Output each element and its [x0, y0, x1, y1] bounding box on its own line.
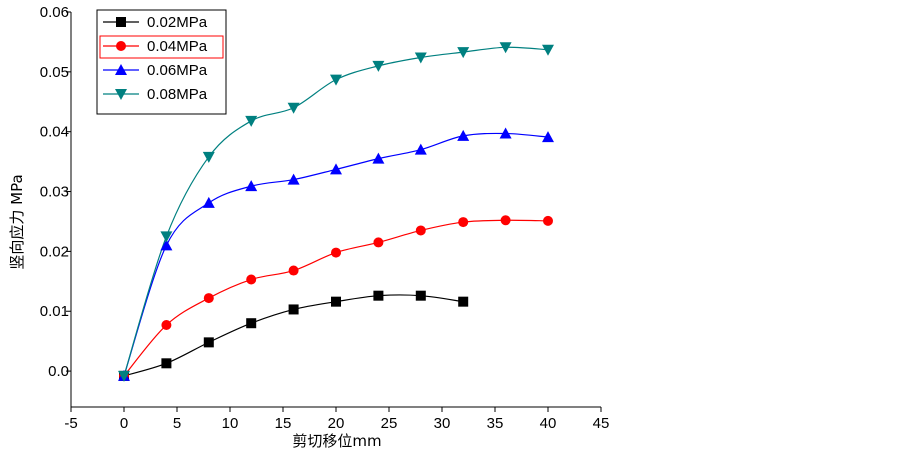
data-point — [373, 290, 384, 301]
legend-label: 0.04MPa — [147, 38, 208, 55]
data-point — [457, 47, 470, 59]
data-point — [543, 215, 553, 226]
y-tick-label: 0.01 — [40, 303, 69, 320]
data-point — [330, 74, 342, 86]
legend-highlight — [99, 35, 224, 59]
data-point — [372, 152, 385, 164]
data-point — [203, 337, 214, 348]
data-point — [330, 163, 342, 175]
data-point — [118, 370, 130, 382]
data-point — [458, 217, 469, 228]
y-tick-label: 0.03 — [40, 184, 69, 201]
data-point — [245, 180, 258, 192]
data-point — [499, 127, 512, 139]
legend-label: 0.02MPa — [147, 14, 208, 31]
data-point — [414, 52, 427, 64]
legend-box — [96, 9, 227, 115]
y-tick-label: 0.02 — [40, 243, 69, 260]
y-tick-label: 0.0 — [48, 363, 69, 380]
y-tick-label: 0.05 — [40, 64, 69, 81]
legend-marker — [115, 89, 127, 100]
data-point — [245, 115, 258, 127]
x-tick-label: -5 — [64, 415, 77, 432]
data-point — [288, 265, 299, 276]
data-point — [415, 225, 426, 236]
data-point — [542, 131, 554, 143]
x-tick-label: 45 — [593, 415, 610, 432]
data-point — [331, 296, 341, 307]
x-tick-label: 5 — [173, 415, 181, 432]
x-tick-label: 30 — [434, 415, 451, 432]
x-tick-label: 35 — [487, 415, 504, 432]
data-point — [161, 320, 172, 331]
legend-marker — [116, 17, 126, 27]
legend-marker — [115, 64, 127, 75]
data-point — [500, 215, 511, 226]
x-tick-label: 20 — [328, 415, 345, 432]
data-point — [246, 274, 257, 285]
data-point — [373, 237, 384, 248]
x-tick-label: 0 — [120, 415, 128, 432]
y-tick-label: 0.04 — [40, 124, 69, 141]
data-point — [202, 151, 215, 163]
series-markers — [118, 42, 554, 382]
data-point — [414, 143, 427, 155]
data-point — [288, 304, 299, 315]
legend-marker — [116, 41, 126, 51]
data-point — [161, 358, 172, 369]
data-point — [372, 60, 385, 72]
data-point — [287, 173, 300, 185]
data-point — [415, 290, 426, 301]
data-point — [542, 44, 554, 56]
x-axis-title: 剪切移位mm — [292, 432, 381, 450]
data-point — [287, 102, 300, 114]
x-tick-label: 40 — [540, 415, 557, 432]
x-tick-label: 25 — [381, 415, 398, 432]
data-point — [331, 247, 341, 258]
y-axis-title: 竖向应力 MPa — [8, 174, 26, 269]
series-line-2 — [123, 132, 549, 377]
legend-label: 0.06MPa — [147, 62, 208, 79]
x-tick-label: 15 — [275, 415, 292, 432]
legend-label: 0.08MPa — [147, 86, 208, 103]
data-point — [203, 293, 214, 304]
data-point — [499, 42, 512, 54]
x-tick-label: 10 — [222, 415, 239, 432]
data-point — [202, 196, 215, 208]
y-tick-label: 0.06 — [40, 4, 69, 21]
legend: 0.02MPa 0.04MPa 0.06MPa 0.08MPa — [96, 9, 227, 115]
axes: -5 0 5 10 15 20 25 30 35 40 45 0.0 0.01 0.02 0.03 0.04 0… — [40, 4, 610, 432]
data-point — [458, 296, 469, 307]
series-line-3 — [123, 46, 549, 377]
data-point — [457, 129, 470, 141]
data-point — [246, 318, 257, 329]
data-point — [160, 231, 173, 243]
data-point — [160, 239, 173, 251]
